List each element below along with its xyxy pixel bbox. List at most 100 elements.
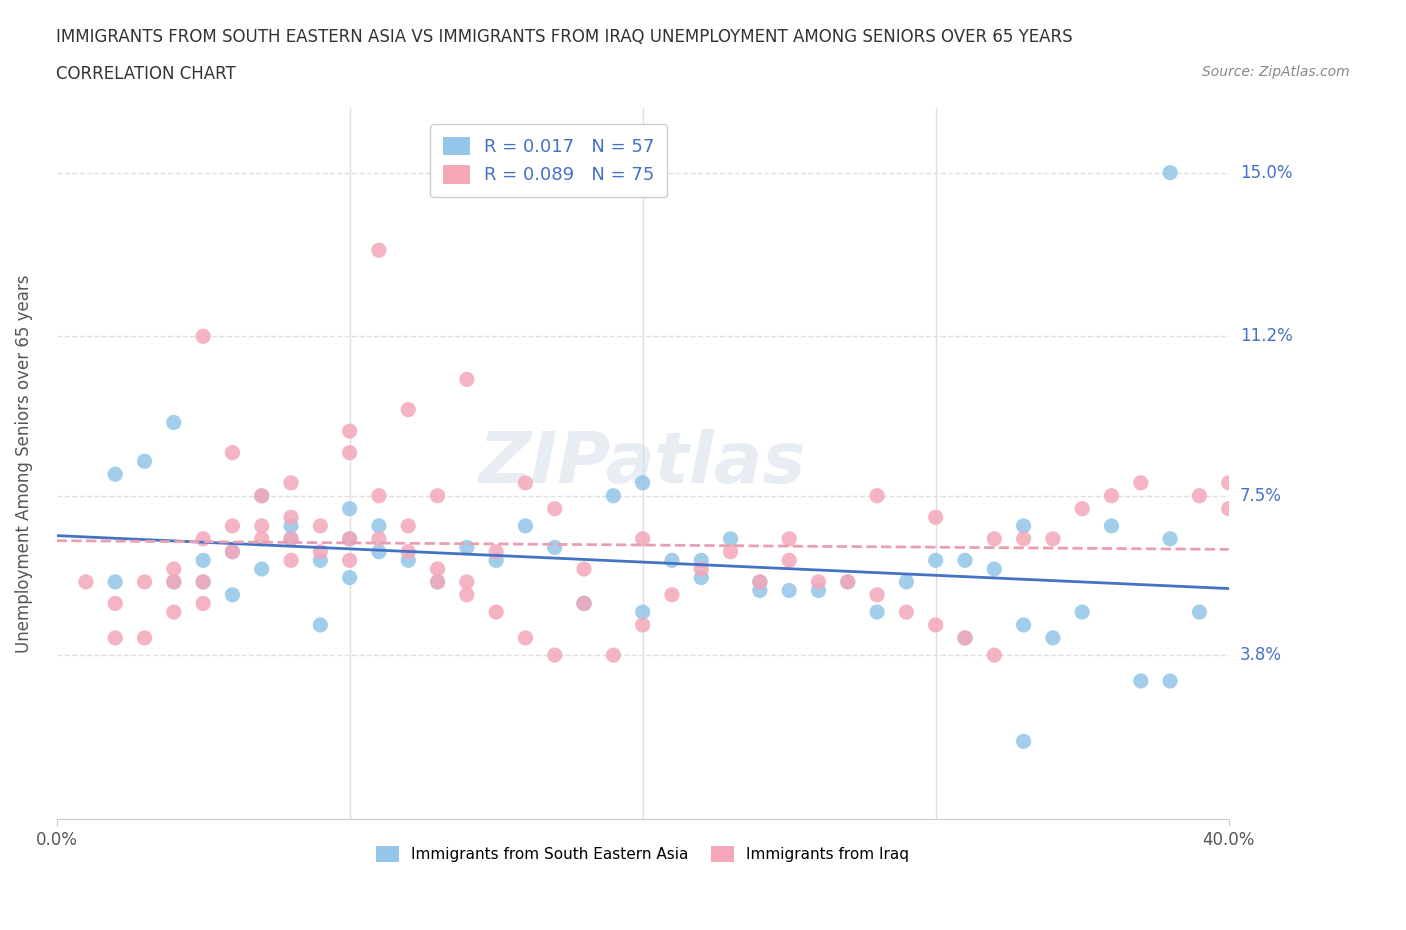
Point xyxy=(515,518,537,533)
Point xyxy=(456,540,478,555)
Point xyxy=(661,588,683,603)
Point xyxy=(221,518,243,533)
Point xyxy=(250,488,273,503)
Point xyxy=(485,544,508,559)
Point xyxy=(572,596,595,611)
Point xyxy=(250,531,273,546)
Point xyxy=(191,575,214,590)
Point xyxy=(778,553,800,568)
Point xyxy=(602,488,624,503)
Text: 7.5%: 7.5% xyxy=(1240,486,1282,505)
Point xyxy=(280,510,302,525)
Y-axis label: Unemployment Among Seniors over 65 years: Unemployment Among Seniors over 65 years xyxy=(15,274,32,653)
Point xyxy=(456,372,478,387)
Point xyxy=(134,631,156,645)
Point xyxy=(339,531,361,546)
Point xyxy=(1042,531,1064,546)
Text: Source: ZipAtlas.com: Source: ZipAtlas.com xyxy=(1202,65,1350,79)
Point xyxy=(661,553,683,568)
Point xyxy=(631,475,654,490)
Point xyxy=(163,562,186,577)
Point xyxy=(544,540,567,555)
Text: ZIPatlas: ZIPatlas xyxy=(479,429,807,498)
Point xyxy=(1159,673,1181,688)
Point xyxy=(1042,631,1064,645)
Point xyxy=(896,575,918,590)
Point xyxy=(572,596,595,611)
Point xyxy=(163,575,186,590)
Point xyxy=(1012,531,1035,546)
Point xyxy=(572,596,595,611)
Point xyxy=(456,575,478,590)
Point xyxy=(221,544,243,559)
Point xyxy=(866,488,889,503)
Point xyxy=(544,501,567,516)
Point xyxy=(748,575,770,590)
Point xyxy=(720,531,742,546)
Point xyxy=(778,583,800,598)
Point xyxy=(631,531,654,546)
Point xyxy=(339,445,361,460)
Point xyxy=(631,618,654,632)
Point xyxy=(983,562,1005,577)
Point xyxy=(191,596,214,611)
Point xyxy=(837,575,859,590)
Point xyxy=(309,518,332,533)
Point xyxy=(896,604,918,619)
Point xyxy=(1101,518,1123,533)
Point xyxy=(953,553,976,568)
Point xyxy=(368,488,391,503)
Text: CORRELATION CHART: CORRELATION CHART xyxy=(56,65,236,83)
Point xyxy=(163,415,186,430)
Point xyxy=(602,647,624,662)
Point xyxy=(544,647,567,662)
Point xyxy=(807,575,830,590)
Text: IMMIGRANTS FROM SOUTH EASTERN ASIA VS IMMIGRANTS FROM IRAQ UNEMPLOYMENT AMONG SE: IMMIGRANTS FROM SOUTH EASTERN ASIA VS IM… xyxy=(56,28,1073,46)
Point xyxy=(866,588,889,603)
Point xyxy=(221,544,243,559)
Point xyxy=(104,631,127,645)
Point xyxy=(280,518,302,533)
Point xyxy=(104,596,127,611)
Point xyxy=(221,588,243,603)
Point xyxy=(163,604,186,619)
Point xyxy=(368,531,391,546)
Point xyxy=(690,562,713,577)
Point xyxy=(1012,618,1035,632)
Point xyxy=(778,531,800,546)
Point xyxy=(1071,604,1094,619)
Point xyxy=(1129,475,1152,490)
Point xyxy=(1159,531,1181,546)
Point xyxy=(690,553,713,568)
Point xyxy=(866,604,889,619)
Point xyxy=(396,544,419,559)
Point xyxy=(807,583,830,598)
Point xyxy=(368,544,391,559)
Text: 3.8%: 3.8% xyxy=(1240,646,1282,664)
Point xyxy=(1159,166,1181,180)
Point xyxy=(250,518,273,533)
Point xyxy=(396,518,419,533)
Point xyxy=(250,488,273,503)
Point xyxy=(748,575,770,590)
Point xyxy=(572,562,595,577)
Point xyxy=(339,424,361,439)
Point xyxy=(191,329,214,344)
Point xyxy=(280,475,302,490)
Point xyxy=(983,531,1005,546)
Text: 15.0%: 15.0% xyxy=(1240,164,1292,181)
Point xyxy=(1218,475,1240,490)
Point xyxy=(221,445,243,460)
Point xyxy=(309,618,332,632)
Point xyxy=(280,531,302,546)
Point xyxy=(134,575,156,590)
Point xyxy=(631,604,654,619)
Point xyxy=(953,631,976,645)
Point xyxy=(280,553,302,568)
Point xyxy=(515,631,537,645)
Point xyxy=(426,562,449,577)
Point xyxy=(339,553,361,568)
Point xyxy=(280,531,302,546)
Point xyxy=(1101,488,1123,503)
Point xyxy=(953,631,976,645)
